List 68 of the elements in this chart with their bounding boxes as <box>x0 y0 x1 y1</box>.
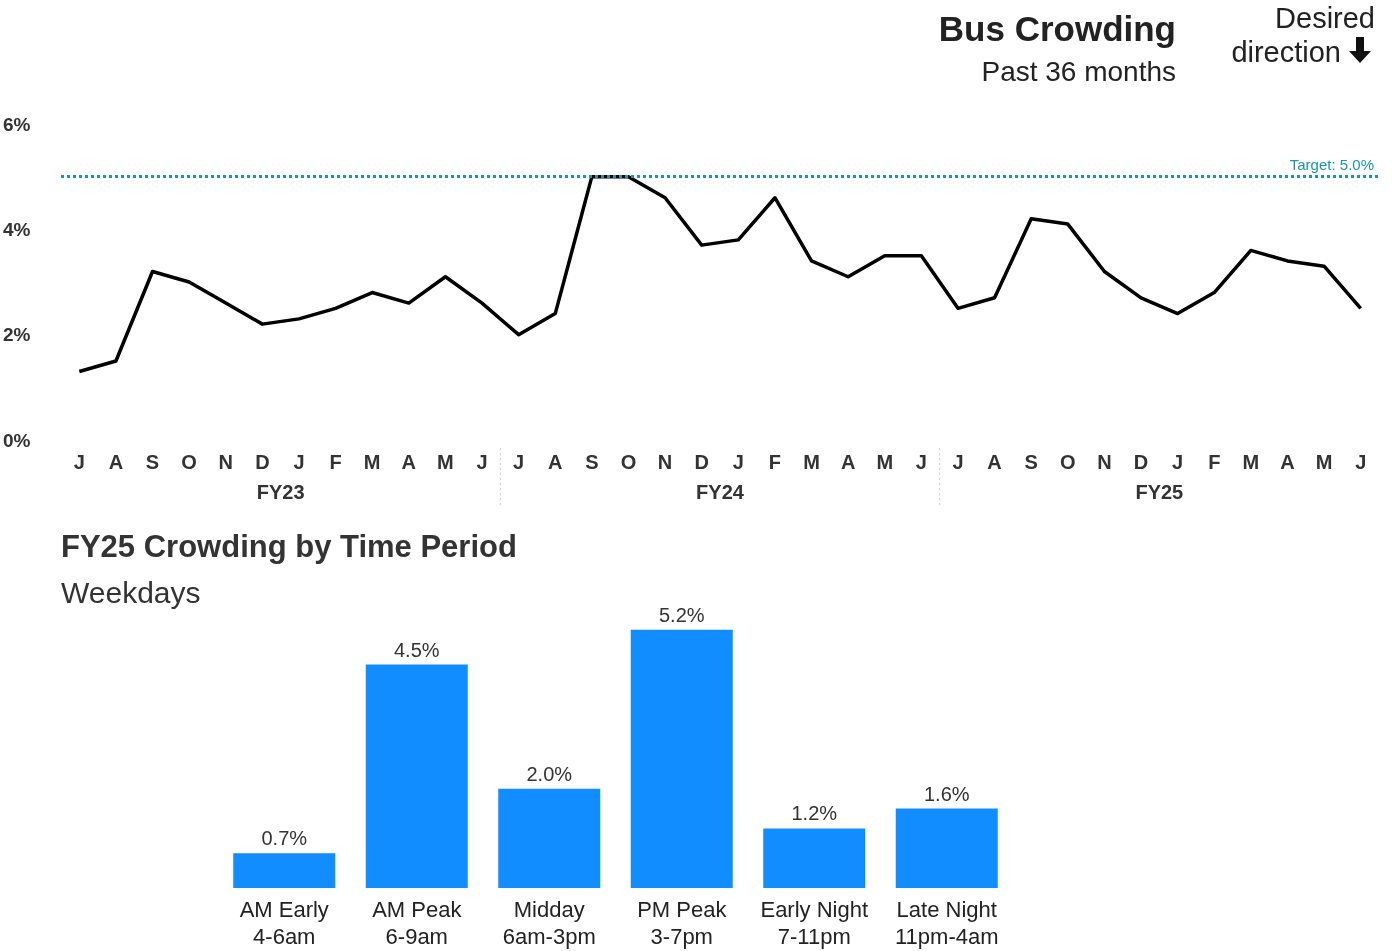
x-tick-label: A <box>987 451 1002 473</box>
x-tick-label: J <box>513 451 525 473</box>
x-tick-label: O <box>1060 451 1076 473</box>
x-tick-label: J <box>1172 451 1184 473</box>
x-tick-label: Midday 6am-3pm <box>502 897 596 949</box>
x-tick-label: O <box>620 451 637 473</box>
y-tick-label: 2% <box>3 324 31 346</box>
data-label: 0.7% <box>261 827 308 850</box>
x-tick-label: A <box>401 451 417 473</box>
x-tick-label: Early Night 7-11pm <box>760 897 869 949</box>
y-tick-label: 6% <box>3 113 31 135</box>
chart-subtitle: Weekdays <box>61 575 201 609</box>
x-tick-label: S <box>1024 451 1038 473</box>
x-tick-label: M <box>876 451 894 473</box>
text: Desired direction <box>1231 2 1375 68</box>
x-tick-label: M <box>1242 451 1260 473</box>
x-tick-label: AM Early 4-6am <box>239 897 329 949</box>
bar <box>895 808 998 888</box>
data-label: 2.0% <box>526 762 573 785</box>
y-tick-label: 4% <box>3 218 31 240</box>
text: FY25 <box>1135 481 1184 503</box>
x-tick-label: N <box>1097 451 1112 473</box>
x-tick-label: D <box>255 451 270 473</box>
data-label: 5.2% <box>658 603 705 626</box>
line-series <box>77 174 1363 374</box>
y-tick-label: 0% <box>3 429 31 451</box>
x-tick-label: D <box>694 451 709 473</box>
ref-line-label: Target: 5.0% <box>1289 155 1374 173</box>
data-label: 4.5% <box>393 638 440 661</box>
x-tick-label: S <box>145 451 160 473</box>
text: FY23 <box>256 481 305 503</box>
x-tick-label: N <box>657 451 673 473</box>
data-label: 1.6% <box>923 782 970 805</box>
x-tick-label: J <box>732 451 744 473</box>
x-tick-label: PM Peak 3-7pm <box>637 897 728 949</box>
x-tick-label: O <box>181 451 197 473</box>
text: FY24 <box>696 481 745 503</box>
x-tick-label: J <box>915 451 927 473</box>
bar <box>763 828 866 888</box>
x-tick-label: J <box>293 451 305 473</box>
bar <box>365 664 468 888</box>
x-tick-label: M <box>437 451 454 473</box>
x-tick-label: F <box>1208 451 1221 473</box>
x-tick-label: J <box>476 451 488 473</box>
x-tick-label: J <box>952 451 964 473</box>
chart-title: FY25 Crowding by Time Period <box>61 529 517 564</box>
data-label: 1.2% <box>791 802 838 825</box>
x-tick-label: M <box>803 451 820 473</box>
x-tick-label: A <box>108 451 124 473</box>
x-tick-label: A <box>1280 451 1295 473</box>
x-tick-label: N <box>218 451 233 473</box>
x-tick-label: M <box>363 451 381 473</box>
bar <box>498 788 601 888</box>
x-tick-label: M <box>1315 451 1333 473</box>
x-tick-label: A <box>548 451 563 473</box>
bar <box>630 629 733 888</box>
x-tick-label: F <box>329 451 342 473</box>
x-tick-label: S <box>585 451 599 473</box>
x-tick-label: Late Night 11pm-4am <box>894 897 999 949</box>
x-tick-label: J <box>73 451 85 473</box>
x-tick-label: D <box>1133 451 1149 473</box>
x-tick-label: A <box>840 451 856 473</box>
chart-title: Bus Crowding <box>938 9 1177 48</box>
chart-subtitle: Past 36 months <box>981 55 1177 87</box>
x-tick-label: J <box>1355 451 1367 473</box>
x-tick-label: F <box>768 451 782 473</box>
bar <box>233 853 336 888</box>
x-tick-label: AM Peak 6-9am <box>372 897 463 949</box>
